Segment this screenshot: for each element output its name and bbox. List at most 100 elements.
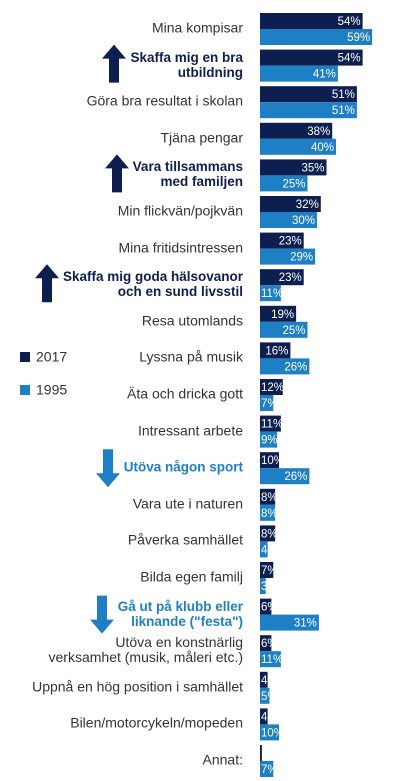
value-label: 31%	[294, 618, 317, 630]
bar	[260, 578, 266, 594]
value-label: 8%	[261, 508, 278, 520]
bar	[260, 468, 310, 485]
value-label: 26%	[284, 361, 307, 373]
value-label: 7%	[261, 764, 278, 776]
bar	[260, 562, 274, 578]
value-label: 30%	[292, 215, 315, 227]
bar	[260, 175, 308, 192]
bar	[260, 724, 279, 741]
bar	[260, 745, 262, 761]
bar	[260, 379, 283, 395]
legend-label: 2017	[36, 349, 67, 365]
value-label: 19%	[271, 309, 294, 321]
bar	[260, 65, 338, 82]
value-label: 7%	[261, 565, 278, 577]
category-label: Mina fritidsintressen	[118, 239, 244, 256]
value-label: 51%	[332, 105, 355, 117]
bar	[260, 614, 319, 631]
bar	[260, 285, 281, 302]
legend-swatch	[20, 385, 30, 395]
value-label: 38%	[307, 126, 330, 138]
value-label: 23%	[279, 236, 302, 248]
value-label: 23%	[279, 272, 302, 284]
value-label: 11%	[261, 654, 283, 666]
bar	[260, 761, 274, 777]
value-label: 5%	[261, 691, 278, 703]
bar	[260, 29, 373, 45]
category-label: Påverka samhället	[127, 531, 243, 548]
bar	[260, 13, 363, 29]
value-label: 29%	[290, 252, 313, 264]
category-label: Göra bra resultat i skolan	[86, 92, 243, 109]
value-label: 7%	[261, 398, 278, 410]
bar	[260, 452, 279, 469]
value-label: 8%	[261, 492, 278, 504]
category-label: Bilda egen familj	[140, 568, 243, 585]
value-label: 10%	[261, 727, 284, 739]
value-label: 16%	[265, 345, 288, 357]
value-label: 35%	[302, 162, 325, 174]
category-label: Bilen/motorcykeln/mopeden	[70, 714, 243, 731]
value-label: 4%	[261, 675, 278, 687]
bar	[260, 138, 336, 155]
bar	[260, 598, 272, 615]
bar	[260, 415, 281, 432]
value-label: 26%	[284, 471, 307, 483]
category-label: Uppnå en hög position i samhället	[32, 678, 243, 695]
category-label: Annat:	[202, 751, 243, 768]
bar	[260, 196, 321, 212]
bar	[260, 525, 276, 542]
value-label: 11%	[261, 288, 283, 300]
category-label: Skaffa mig en bra utbildning	[130, 49, 243, 80]
bar	[260, 488, 276, 505]
category-label: Utöva någon sport	[123, 459, 243, 475]
value-label: 4	[261, 711, 268, 723]
bar	[260, 431, 278, 448]
category-label: Resa utomlands	[141, 312, 243, 329]
value-label: 11%	[261, 419, 283, 431]
category-label: Vara ute i naturen	[132, 495, 243, 512]
trend-arrow	[102, 44, 126, 83]
value-label: 8%	[261, 528, 278, 540]
value-label: 25%	[283, 325, 306, 337]
bar	[260, 122, 333, 139]
category-label: Lyssna på musik	[139, 348, 243, 365]
value-label: 6%	[261, 602, 278, 614]
value-label: 54%	[338, 53, 361, 65]
value-label: 10%	[261, 455, 284, 467]
bar	[260, 651, 281, 668]
trend-arrow	[105, 154, 129, 193]
category-label: Intressant arbete	[137, 422, 243, 439]
bar	[260, 358, 310, 375]
category-label: Gå ut på klubb eller liknande ("festa")	[117, 598, 243, 629]
value-label: 12%	[261, 382, 284, 394]
category-label: Vara tillsammans med familjen	[132, 159, 243, 190]
value-label: 4%	[261, 544, 278, 556]
trend-arrow	[90, 595, 114, 634]
category-label: Äta och dricka gott	[127, 385, 243, 402]
bar	[260, 342, 291, 359]
category-label: Min flickvän/pojkvän	[117, 202, 243, 219]
category-label: Tjäna pengar	[160, 129, 243, 146]
bar	[260, 86, 357, 103]
bar	[260, 321, 308, 338]
value-label: 41%	[313, 69, 336, 81]
bar	[260, 708, 268, 725]
bar	[260, 671, 268, 688]
value-label: 9%	[261, 435, 278, 447]
bar	[260, 212, 317, 228]
bar	[260, 102, 357, 119]
value-label: 40%	[311, 142, 334, 154]
bar	[260, 49, 363, 66]
value-label: 32%	[296, 199, 319, 211]
bar	[260, 395, 274, 411]
bar	[260, 248, 316, 265]
legend-label: 1995	[36, 382, 67, 398]
value-label: 6%	[261, 638, 278, 650]
value-label: 59%	[347, 32, 370, 44]
bar	[260, 232, 304, 249]
category-label: Skaffa mig goda hälsovanor och en sund l…	[62, 269, 243, 300]
category-label: Utöva en konstnärlig verksamhet (musik, …	[48, 634, 243, 666]
